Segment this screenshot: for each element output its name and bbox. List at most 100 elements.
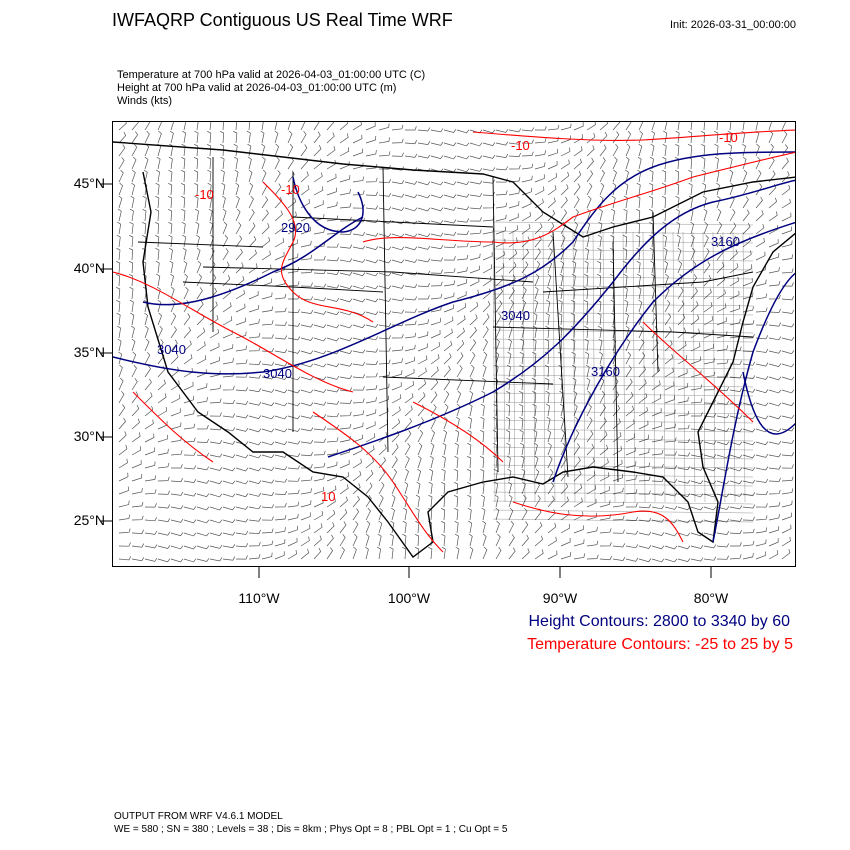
county-line bbox=[492, 257, 754, 262]
wind-barb bbox=[430, 281, 443, 287]
wind-barb bbox=[222, 302, 232, 313]
wind-barb bbox=[636, 234, 641, 248]
wind-barb bbox=[768, 526, 780, 534]
wind-barb bbox=[651, 380, 661, 391]
wind-barb bbox=[326, 243, 339, 248]
wind-barb bbox=[300, 337, 314, 341]
wind-barb bbox=[144, 530, 158, 535]
county-line bbox=[492, 518, 754, 523]
wind-barb bbox=[755, 503, 768, 508]
wind-barb bbox=[156, 286, 161, 300]
wind-barb bbox=[441, 546, 446, 560]
wind-barb bbox=[261, 156, 266, 170]
wind-barb bbox=[170, 326, 177, 339]
wind-barb bbox=[560, 171, 570, 183]
wind-barb bbox=[248, 401, 262, 406]
wind-barb bbox=[144, 461, 156, 469]
wind-barb bbox=[417, 442, 423, 456]
wind-barb bbox=[222, 122, 224, 131]
wind-barb bbox=[365, 372, 378, 378]
wind-barb bbox=[495, 312, 502, 326]
county-line bbox=[492, 356, 754, 361]
wind-barb bbox=[430, 354, 440, 365]
wind-barb bbox=[352, 245, 366, 250]
wind-barb bbox=[507, 481, 512, 495]
wind-barb bbox=[677, 479, 691, 484]
wind-barb bbox=[364, 546, 369, 560]
wind-barb bbox=[493, 468, 498, 482]
wind-barb bbox=[142, 195, 147, 209]
wind-barb bbox=[612, 182, 617, 196]
wind-barb bbox=[755, 183, 763, 196]
wind-barb bbox=[196, 287, 203, 300]
wind-barb bbox=[222, 454, 236, 459]
wind-barb bbox=[222, 288, 232, 300]
wind-barb bbox=[638, 379, 647, 391]
wind-barb bbox=[181, 143, 186, 157]
wind-barb bbox=[326, 173, 337, 183]
wind-barb bbox=[287, 549, 297, 560]
wind-barb bbox=[443, 194, 457, 199]
wind-barb bbox=[313, 474, 325, 482]
wind-barb bbox=[755, 293, 768, 300]
wind-barb bbox=[326, 547, 334, 560]
wind-barb bbox=[430, 378, 439, 391]
wind-barb bbox=[183, 545, 197, 550]
wind-barb bbox=[339, 399, 352, 404]
wind-barb bbox=[638, 325, 644, 339]
wind-barb bbox=[586, 182, 593, 196]
wind-barb bbox=[508, 262, 517, 274]
wind-barb bbox=[287, 170, 295, 183]
wind-barb bbox=[260, 130, 265, 144]
wind-barb bbox=[209, 453, 223, 458]
wind-barb bbox=[365, 259, 379, 264]
wind-barb bbox=[755, 169, 762, 183]
wind-barb bbox=[300, 254, 313, 261]
wind-barb bbox=[235, 387, 249, 392]
wind-barb bbox=[118, 542, 131, 547]
wind-barb bbox=[495, 533, 501, 547]
wind-barb bbox=[638, 143, 643, 157]
wind-barb bbox=[482, 129, 496, 134]
wind-barb bbox=[560, 159, 570, 170]
wind-barb bbox=[287, 253, 299, 261]
wind-barb bbox=[729, 517, 743, 522]
wind-barb bbox=[494, 494, 499, 508]
wind-barb bbox=[546, 416, 551, 430]
wind-barb bbox=[415, 507, 420, 521]
wind-barb bbox=[378, 259, 392, 264]
wind-barb bbox=[560, 442, 566, 456]
wind-barb bbox=[131, 501, 144, 508]
wind-barb bbox=[118, 131, 127, 144]
wind-barb bbox=[508, 520, 515, 534]
wind-barb bbox=[378, 469, 386, 482]
wind-barb bbox=[742, 516, 755, 521]
wind-barb bbox=[339, 147, 350, 157]
wind-barb bbox=[638, 365, 646, 378]
wind-barb bbox=[183, 381, 194, 391]
wind-barb bbox=[235, 427, 249, 432]
wind-barb bbox=[768, 308, 781, 313]
wind-barb bbox=[519, 429, 524, 443]
wind-barb bbox=[507, 338, 512, 352]
wind-barb bbox=[573, 183, 581, 196]
wind-barb bbox=[573, 158, 582, 170]
wind-barb bbox=[690, 506, 704, 511]
wind-barb bbox=[677, 438, 690, 443]
wind-barb bbox=[573, 497, 583, 508]
wind-barb bbox=[443, 206, 457, 211]
wind-barb bbox=[415, 494, 420, 508]
wind-barb bbox=[222, 208, 227, 222]
county-line bbox=[612, 231, 616, 503]
wind-barb bbox=[326, 388, 340, 393]
wind-barb bbox=[157, 476, 170, 482]
wind-barb bbox=[261, 169, 267, 183]
wind-barb bbox=[391, 309, 405, 314]
wind-barb bbox=[207, 182, 212, 196]
wind-barb bbox=[365, 533, 370, 547]
wind-barb bbox=[430, 442, 435, 456]
wind-barb bbox=[662, 143, 667, 157]
wind-barb bbox=[662, 234, 667, 248]
wind-barb bbox=[624, 299, 629, 313]
wind-barb bbox=[183, 479, 197, 483]
